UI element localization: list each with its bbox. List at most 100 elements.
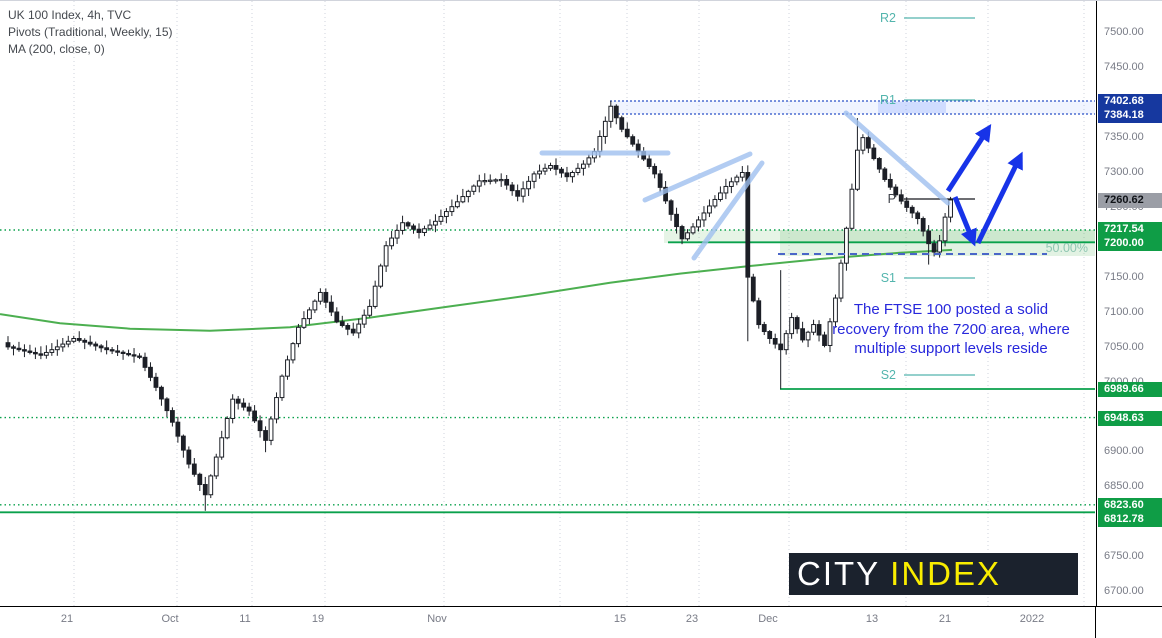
price-badge-7384-18: 7384.18: [1098, 107, 1162, 123]
ma-200-line: [0, 248, 953, 332]
candle-body: [16, 347, 22, 351]
candle-body: [690, 226, 696, 234]
candle-body: [800, 328, 806, 341]
price-badge-7200-00: 7200.00: [1098, 235, 1162, 251]
price-badge-6948-63: 6948.63: [1098, 410, 1162, 426]
candle-body: [356, 323, 362, 334]
candle-body: [575, 167, 581, 174]
indicator-pivots-label[interactable]: Pivots (Traditional, Weekly, 15): [8, 25, 173, 39]
chart-canvas[interactable]: R2 R1 P S1 S2: [0, 1, 1096, 606]
candle-body: [76, 338, 82, 341]
candle-body: [49, 349, 55, 353]
price-tick: 7100.00: [1104, 306, 1144, 318]
candle-body: [312, 300, 318, 311]
candle-body: [296, 326, 301, 345]
candle-body: [739, 172, 745, 178]
candle-body: [504, 178, 510, 186]
candle-body: [38, 353, 44, 356]
time-label: 21: [938, 613, 952, 625]
candle-body: [115, 350, 120, 353]
fib-50-label: 50.00%: [1045, 241, 1088, 255]
candle-body: [696, 219, 701, 228]
candle-body: [920, 218, 926, 232]
candle-body: [361, 314, 367, 325]
candle-body: [937, 240, 943, 253]
resistance-band: [610, 101, 1095, 114]
candle-body: [104, 347, 110, 351]
trendlines: [539, 110, 951, 261]
candle-body: [805, 331, 811, 341]
trendline[interactable]: [843, 110, 951, 206]
candle-body: [241, 402, 247, 408]
time-label: 21: [60, 613, 74, 625]
candle-body: [838, 262, 844, 299]
price-tick: 6700.00: [1104, 585, 1144, 597]
price-tick: 7300.00: [1104, 166, 1144, 178]
candle-body: [186, 449, 192, 465]
candle-body: [208, 475, 214, 496]
price-badge-7217-54: 7217.54: [1098, 221, 1162, 237]
candle-body: [772, 338, 778, 345]
candle-body: [197, 473, 203, 486]
candle-body: [915, 212, 921, 220]
projection-arrow[interactable]: [945, 124, 992, 193]
candle-body: [849, 188, 855, 229]
candle-body: [246, 406, 252, 412]
pivot-label-r2: R2: [880, 11, 896, 25]
candle-body: [433, 220, 438, 226]
chart-legend[interactable]: UK 100 Index, 4h, TVC Pivots (Traditiona…: [8, 7, 173, 58]
candle-body: [378, 265, 384, 287]
axis-corner-divider: [1095, 607, 1096, 638]
trendline[interactable]: [642, 151, 753, 203]
candle-body: [570, 172, 575, 178]
symbol-title[interactable]: UK 100 Index, 4h, TVC: [8, 8, 132, 22]
candle-body: [783, 333, 789, 351]
candle-body: [142, 356, 148, 368]
candle-body: [54, 346, 60, 351]
candle-body: [411, 225, 416, 230]
candle-body: [893, 186, 899, 196]
time-label: Dec: [758, 613, 778, 625]
candle-body: [608, 105, 614, 122]
candle-body: [345, 324, 351, 330]
price-tick: 7350.00: [1104, 131, 1144, 143]
candle-body: [679, 226, 685, 240]
candle-body: [844, 227, 849, 264]
candle-body: [175, 421, 181, 437]
candle-body: [148, 366, 153, 378]
projection-arrow[interactable]: [952, 196, 977, 247]
candle-body: [268, 418, 274, 441]
candle-body: [60, 343, 66, 348]
candle-body: [137, 355, 142, 358]
time-axis[interactable]: 21 Oct 11 19 Nov 15 23 Dec 13 21 2022: [0, 606, 1162, 638]
projection-arrow[interactable]: [975, 151, 1023, 245]
price-tick: 6850.00: [1104, 480, 1144, 492]
price-tick: 6900.00: [1104, 445, 1144, 457]
candle-body: [153, 376, 159, 388]
city-index-logo: CITY INDEX: [789, 553, 1078, 595]
candle-body: [816, 324, 822, 336]
candle-body: [586, 157, 592, 165]
candle-body: [460, 196, 466, 203]
candle-body: [191, 463, 197, 475]
candle-body: [597, 135, 603, 153]
candle-body: [865, 137, 871, 149]
indicator-ma-label[interactable]: MA (200, close, 0): [8, 42, 105, 56]
logo-city-text: CITY: [797, 555, 881, 592]
candle-body: [701, 212, 707, 221]
price-axis[interactable]: 7500.007450.007350.007300.007250.007150.…: [1096, 1, 1162, 606]
candle-body: [334, 311, 340, 323]
candle-body: [224, 417, 230, 439]
candle-body: [274, 397, 279, 420]
candle-body: [520, 188, 526, 197]
candle-body: [581, 163, 586, 169]
candle-body: [887, 178, 893, 188]
candle-body: [657, 173, 663, 188]
trendline[interactable]: [691, 160, 765, 261]
price-tick: 7150.00: [1104, 271, 1144, 283]
candle-body: [487, 179, 493, 182]
candles: [5, 100, 953, 511]
candle-body: [509, 184, 515, 192]
candle-body: [778, 343, 784, 351]
